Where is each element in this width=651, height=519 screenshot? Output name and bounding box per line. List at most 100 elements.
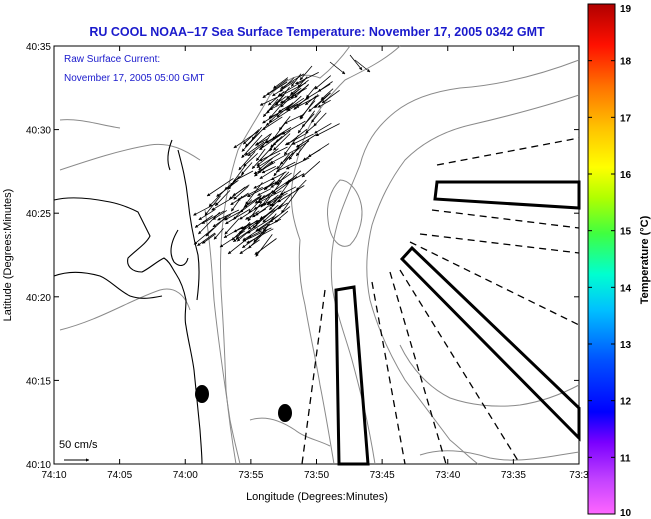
current-vector xyxy=(277,185,305,203)
dashed-line xyxy=(371,281,406,465)
current-vector xyxy=(247,201,263,222)
current-vector xyxy=(242,129,260,145)
current-vector xyxy=(239,196,262,213)
current-vector xyxy=(253,223,271,243)
current-vector xyxy=(272,81,295,97)
current-vector xyxy=(280,88,300,108)
y-axis: 40:35 40:30 40:25 40:20 40:15 40:10 xyxy=(26,42,579,471)
current-vector xyxy=(301,161,321,178)
colorbar-tick-label: 13 xyxy=(620,340,632,351)
current-vector xyxy=(287,170,302,183)
current-vector xyxy=(278,194,292,210)
y-axis-label: Latitude (Degrees:Minutes) xyxy=(2,189,14,322)
current-vector xyxy=(257,218,282,232)
current-vector xyxy=(305,95,317,106)
current-vector xyxy=(286,95,302,110)
bathymetry-contours xyxy=(59,45,580,465)
current-vector xyxy=(299,65,313,81)
colorbar-tick-label: 17 xyxy=(620,113,632,124)
current-vector xyxy=(283,135,299,156)
current-vector xyxy=(251,146,273,169)
current-vector xyxy=(268,108,284,123)
current-vector xyxy=(258,146,288,162)
current-vector xyxy=(233,186,249,200)
sampling-boxes xyxy=(334,180,581,466)
current-vector xyxy=(215,190,231,207)
current-vector xyxy=(227,175,240,190)
coast-line xyxy=(53,271,163,299)
current-vector xyxy=(212,210,228,220)
current-vector xyxy=(247,217,263,230)
current-vector xyxy=(295,138,310,157)
current-vector xyxy=(287,97,310,112)
current-vector xyxy=(305,123,317,134)
sampling-box xyxy=(334,285,370,466)
y-tick-label: 40:10 xyxy=(26,460,51,471)
contour-line xyxy=(330,59,580,465)
current-vector xyxy=(285,173,305,185)
dashed-line xyxy=(436,137,580,166)
current-vector xyxy=(291,133,314,145)
colorbar xyxy=(587,3,616,515)
current-vector xyxy=(235,222,251,240)
current-vector xyxy=(256,152,281,169)
current-vector xyxy=(329,61,346,75)
contour-line xyxy=(220,45,351,465)
x-tick-label: 73:40 xyxy=(435,470,460,481)
current-vector xyxy=(242,223,269,241)
current-vector xyxy=(311,110,322,123)
current-vector xyxy=(202,233,217,244)
current-vector xyxy=(305,85,317,99)
current-vector xyxy=(245,182,263,205)
current-vector xyxy=(254,194,270,204)
contour-line xyxy=(327,179,363,247)
current-vector xyxy=(197,232,216,247)
current-vector xyxy=(262,202,284,223)
coast-line xyxy=(177,149,200,301)
x-axis-label: Longitude (Degrees:Minutes) xyxy=(246,491,388,503)
current-vector xyxy=(270,172,292,188)
current-vector xyxy=(301,113,315,128)
y-tick-label: 40:25 xyxy=(26,209,51,220)
y-tick-label: 40:15 xyxy=(26,376,51,387)
coastline xyxy=(53,139,203,465)
current-vector xyxy=(263,180,276,191)
current-vector xyxy=(213,228,224,240)
x-tick-label: 74:00 xyxy=(173,470,198,481)
colorbar-tick-label: 12 xyxy=(620,397,632,408)
contour-line xyxy=(204,209,241,465)
contour-line xyxy=(366,94,580,465)
current-vector xyxy=(238,151,256,171)
current-vector xyxy=(193,227,214,245)
colorbar-tick-label: 15 xyxy=(620,227,632,238)
current-vector xyxy=(317,81,333,92)
y-tick-label: 40:20 xyxy=(26,293,51,304)
current-vector xyxy=(261,166,276,174)
colorbar-tick-label: 10 xyxy=(620,508,632,519)
colorbar-tick-label: 16 xyxy=(620,170,632,181)
current-vector xyxy=(241,162,253,175)
current-vector xyxy=(290,73,302,87)
current-vector xyxy=(320,88,334,100)
surface-current-vectors xyxy=(193,54,371,257)
current-vector xyxy=(216,179,239,197)
current-vector xyxy=(255,205,270,216)
current-vector xyxy=(293,96,309,110)
current-vector xyxy=(224,210,243,221)
contour-line xyxy=(419,450,580,461)
current-vector xyxy=(248,230,263,238)
site-marker xyxy=(278,404,292,422)
current-vector xyxy=(259,202,288,220)
current-vector xyxy=(212,214,232,228)
current-vector xyxy=(276,171,290,186)
colorbar-tick-label: 19 xyxy=(620,4,632,15)
current-vector xyxy=(258,157,273,171)
current-vector xyxy=(288,144,301,160)
sampling-box xyxy=(433,180,581,210)
current-vector xyxy=(206,178,234,197)
current-timestamp: November 17, 2005 05:00 GMT xyxy=(64,73,205,84)
current-vector xyxy=(262,116,283,131)
current-vector xyxy=(265,109,290,126)
current-vector xyxy=(260,191,273,208)
current-vector xyxy=(266,192,288,206)
